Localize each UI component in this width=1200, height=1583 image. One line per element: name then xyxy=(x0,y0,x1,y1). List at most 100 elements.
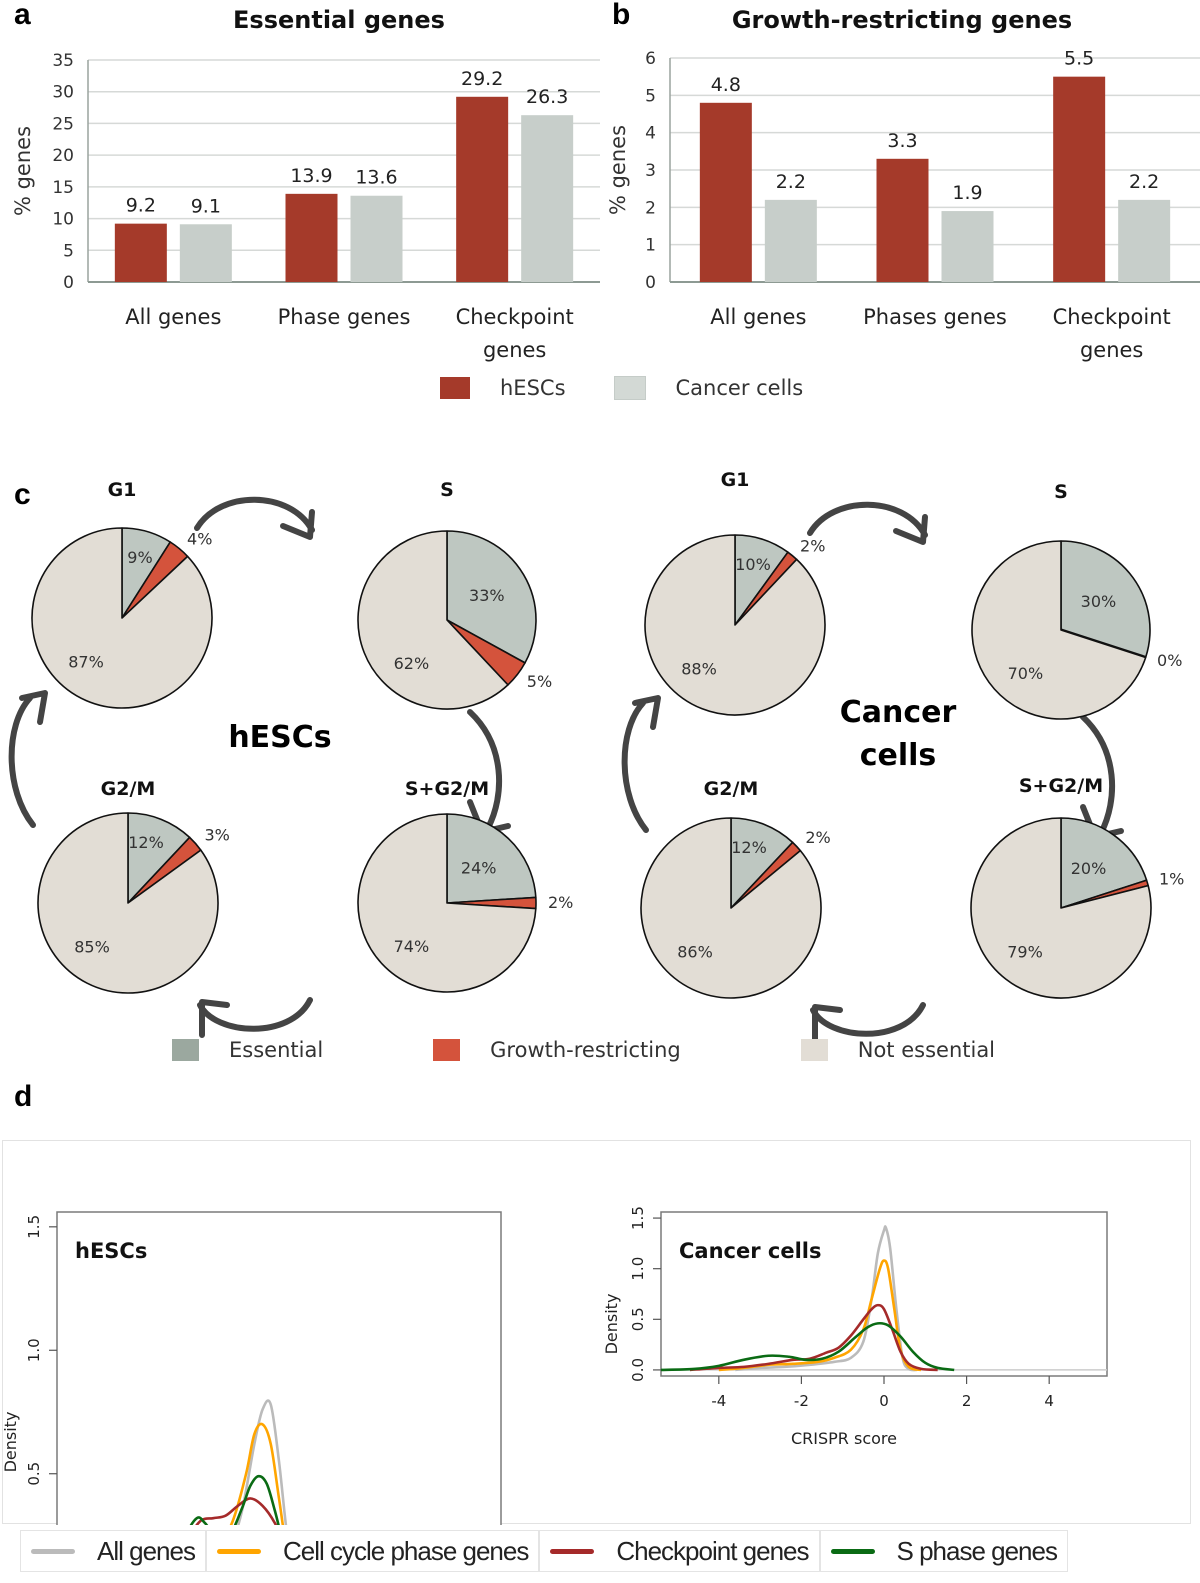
density-plot-cancer-cells: -4 -2 0 2 4 0.0 0.5 1.0 1.5 CRISPR score Density Ca… xyxy=(602,1206,1108,1448)
x-tick-label: 0 xyxy=(879,1392,889,1410)
arrow-curve xyxy=(810,1002,926,1037)
chart-title: Essential genes xyxy=(233,6,445,34)
y-tick-label: 1.0 xyxy=(629,1257,647,1281)
bar-cancer-cells-1 xyxy=(350,195,403,282)
pie-slice-not-essential xyxy=(37,812,219,994)
legend-swatch-not-essential xyxy=(800,1039,828,1061)
x-tick-label: -2 xyxy=(794,1392,809,1410)
data-label: 1.9 xyxy=(952,182,982,204)
density-line-s-phase-genes xyxy=(189,1474,280,1525)
arrow-curve xyxy=(194,496,315,533)
arrow-curve xyxy=(467,709,503,831)
pie-slice-essential xyxy=(127,812,191,904)
legend-item-cancer-cells: Cancer cells xyxy=(613,376,804,400)
data-label: 29.2 xyxy=(461,68,503,90)
x-tick-label: All genes xyxy=(710,305,806,329)
bar-cancer-cells-0 xyxy=(764,199,817,282)
bar-cancer-cells-0 xyxy=(179,224,232,282)
pie-label-essential: 12% xyxy=(731,838,767,857)
y-tick-label: 20 xyxy=(52,146,74,166)
cycle-arrows xyxy=(8,496,1124,1040)
pie-label-not-essential: 85% xyxy=(74,938,110,957)
pie-label-essential: 10% xyxy=(735,555,771,574)
pie-label-not-essential: 70% xyxy=(1008,664,1044,683)
pie-cancer-g2-m: G2/M 12% 2% 86% xyxy=(640,778,831,999)
pie-label-not-essential: 87% xyxy=(68,653,104,672)
legend-line-s-phase-genes xyxy=(830,1548,875,1554)
y-tick-label: 0 xyxy=(63,273,74,293)
y-tick-label: 5 xyxy=(63,241,74,261)
x-tick-label: Phases genes xyxy=(863,305,1007,329)
pie-label-growth-restricting: 0% xyxy=(1157,651,1182,670)
x-tick-label: Checkpoint xyxy=(456,305,574,329)
data-label: 4.8 xyxy=(711,74,741,96)
y-tick-label: 1.5 xyxy=(25,1215,43,1239)
x-tick-label: All genes xyxy=(125,305,221,329)
pie-cancer-s: S 30% 0% 70% xyxy=(971,481,1182,720)
data-label: 3.3 xyxy=(887,130,917,152)
y-tick-label: 1.0 xyxy=(25,1338,43,1362)
pie-slice-not-essential xyxy=(640,817,822,999)
arrow-head-icon xyxy=(632,695,661,730)
legend-swatch-cancer-cells xyxy=(613,376,646,400)
pie-title: S+G2/M xyxy=(1019,775,1103,797)
pie-label-growth-restricting: 2% xyxy=(548,893,573,912)
pie-slice-essential xyxy=(730,817,794,909)
arrow-curve xyxy=(8,695,36,828)
group-title-hescs: hESCs xyxy=(228,720,331,755)
arrow-head-icon xyxy=(812,1004,843,1040)
pie-cancer-s-g2-m: S+G2/M 20% 1% 79% xyxy=(970,775,1184,999)
bar-hescs-2 xyxy=(1053,76,1106,283)
y-tick-label: 15 xyxy=(52,178,74,198)
plot-title: Cancer cells xyxy=(679,1239,821,1263)
legend-label-all-genes: All genes xyxy=(97,1535,196,1566)
pie-title: G1 xyxy=(721,469,750,491)
pie-slice-not-essential xyxy=(970,817,1152,999)
pie-title: G2/M xyxy=(101,778,156,800)
pie-hescs-s-g2-m: S+G2/M 24% 2% 74% xyxy=(357,778,573,993)
y-tick-label: 4 xyxy=(645,124,656,144)
density-line-checkpoint-genes xyxy=(689,1303,938,1372)
pie-slice-essential xyxy=(446,813,537,904)
plot-frame xyxy=(660,1211,1108,1377)
pie-slice-not-essential xyxy=(644,534,826,716)
data-label: 2.2 xyxy=(1129,171,1159,193)
pie-slice-essential xyxy=(1060,817,1148,909)
pie-label-not-essential: 86% xyxy=(677,943,713,962)
arrow-curve xyxy=(621,700,649,833)
legend-item-all-genes: All genes xyxy=(20,1530,206,1572)
pie-label-growth-restricting: 3% xyxy=(205,826,230,845)
pie-label-not-essential: 62% xyxy=(394,654,430,673)
legend-label-s-phase-genes: S phase genes xyxy=(896,1535,1058,1566)
data-label: 26.3 xyxy=(526,86,568,108)
y-axis-label: % genes xyxy=(11,126,35,216)
y-tick-label: 0.5 xyxy=(25,1462,43,1486)
y-tick-label: 0 xyxy=(645,273,656,293)
pie-label-essential: 33% xyxy=(469,586,505,605)
y-tick-label: 0.5 xyxy=(629,1307,647,1331)
legend-label-not-essential: Not essential xyxy=(857,1038,996,1062)
legend-label-cancer-cells: Cancer cells xyxy=(675,376,804,400)
pie-hescs-g2-m: G2/M 12% 3% 85% xyxy=(37,778,230,994)
x-tick-label: Phase genes xyxy=(278,305,411,329)
x-tick-label: genes xyxy=(483,338,546,362)
arrow-curve xyxy=(1080,714,1116,836)
x-tick-label: -4 xyxy=(711,1392,726,1410)
group-title-cancer-line2: cells xyxy=(860,738,937,773)
legend-item-s-phase-genes: S phase genes xyxy=(819,1530,1068,1572)
data-label: 5.5 xyxy=(1064,48,1094,70)
pie-label-growth-restricting: 2% xyxy=(800,536,825,555)
arrow-g1-to-s-0 xyxy=(194,496,315,540)
y-tick-label: 5 xyxy=(645,86,656,106)
legend-swatch-essential xyxy=(172,1039,199,1061)
pie-title: G2/M xyxy=(704,778,759,800)
pie-label-growth-restricting: 5% xyxy=(527,672,552,691)
pie-label-not-essential: 79% xyxy=(1007,943,1043,962)
y-axis-label: % genes xyxy=(606,125,630,215)
pie-slice-not-essential xyxy=(357,813,537,993)
bar-hescs-1 xyxy=(876,158,929,282)
x-tick-label: genes xyxy=(1080,338,1143,362)
y-tick-label: 1.5 xyxy=(629,1206,647,1230)
pie-title: S+G2/M xyxy=(405,778,489,800)
